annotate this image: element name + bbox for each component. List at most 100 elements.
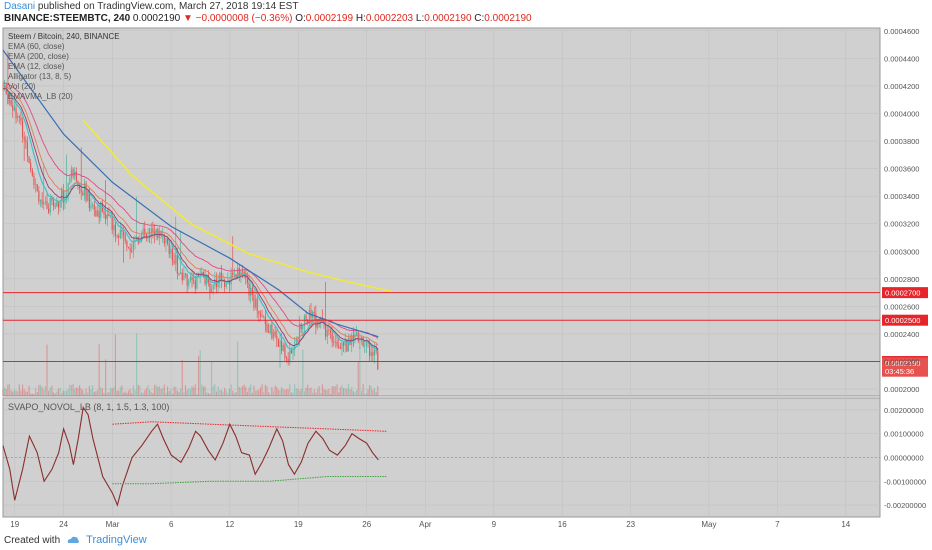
candle-body [342,342,345,346]
volume-bar [96,389,99,396]
volume-bar [62,390,64,396]
volume-bar [139,385,141,396]
volume-bar [69,384,71,396]
main-pane[interactable] [2,27,881,397]
candle-body [243,271,245,273]
hline-badge-label: 0.0002700 [885,289,920,298]
volume-bar [215,391,218,396]
volume-bar [250,384,252,396]
candle-body [346,339,348,352]
price-chart[interactable]: 0.00027000.00025000.00022000.000219003:4… [0,0,932,530]
candle-body [305,315,307,321]
candle-body [333,341,335,343]
candle-body [38,191,40,202]
volume-bar [255,390,257,396]
candle-body [90,205,92,209]
candle-body [93,204,95,210]
oscillator-axis-ticks: 0.00200000 0.00100000 0.00000000 -0.0010000… [884,406,926,510]
volume-bar [75,387,77,396]
candle-body [31,170,33,176]
volume-bar [298,390,301,396]
volume-bar [150,392,152,396]
volume-bar [220,389,222,396]
volume-bar [163,384,165,396]
candle-body [59,201,61,208]
candle-body [119,229,121,238]
time-tick-label: 24 [59,520,68,529]
volume-bar [171,393,174,396]
volume-bar [248,387,250,396]
volume-bar [158,386,161,396]
volume-bar [256,390,258,396]
candle-body [12,105,14,111]
candle-body [370,352,372,357]
volume-bar [328,388,330,396]
volume-bar [8,384,11,396]
volume-bar [194,384,196,396]
candle-body [196,273,198,289]
price-tick-label: 0.0003200 [884,220,919,229]
candle-body [95,209,97,217]
candle-body [204,276,206,284]
candle-body [341,342,343,349]
candle-body [171,249,174,261]
candle-body [152,228,154,232]
volume-bar [338,392,340,396]
candle-body [209,282,211,293]
time-tick-label: Mar [106,520,120,529]
volume-bar [178,392,180,396]
volume-bar [193,387,195,396]
candle-body [199,275,201,277]
candle-body [212,285,214,289]
candle-body [298,323,301,341]
candle-body [373,350,376,356]
volume-bar [373,387,376,396]
published-text: published on TradingView.com, March 27, … [37,1,299,12]
candle-body [321,317,323,323]
time-tick-label: 12 [225,520,234,529]
candle-body [303,315,306,327]
volume-bar [80,388,82,396]
volume-bar [10,390,12,396]
footer-brand-link[interactable]: TradingView [86,534,147,546]
candle-body [145,234,147,239]
volume-bar [357,362,359,396]
low-value: 0.0002190 [424,13,472,24]
candle-body [57,201,59,208]
volume-bar [127,390,130,396]
time-tick-label: 14 [841,520,850,529]
volume-bar [123,392,125,396]
candle-body [206,274,208,284]
open-value: 0.0002199 [305,13,354,24]
volume-bar [365,393,367,396]
volume-bar [61,393,63,396]
osc-tick-label: -0.00100000 [884,477,926,486]
volume-bar [222,391,224,396]
volume-bar [82,390,84,396]
volume-bar [70,385,73,396]
candle-body [175,254,177,264]
candle-body [356,332,358,335]
candle-body [189,277,191,281]
ema200-line [82,119,392,293]
volume-bar [77,387,79,396]
volume-bar [165,392,167,396]
candle-body [111,214,113,230]
volume-bar [54,393,56,396]
author-link[interactable]: Dasani [4,1,36,12]
volume-bar [48,390,50,396]
volume-bar [346,388,348,396]
volume-bar [342,388,345,396]
candle-body [354,334,356,340]
volume-bar [230,384,232,396]
candle-body [258,310,260,314]
legend-entry: EMA (60, close) [8,42,65,51]
volume-bar [214,384,216,396]
candle-body [96,210,99,217]
volume-bar [153,384,156,396]
horizontal-lines[interactable]: 0.0002700 0.0002500 0.00022000.000219003:4… [3,287,928,377]
volume-bar [126,392,128,396]
hline-badge [882,287,928,299]
volume-bar [318,386,320,396]
